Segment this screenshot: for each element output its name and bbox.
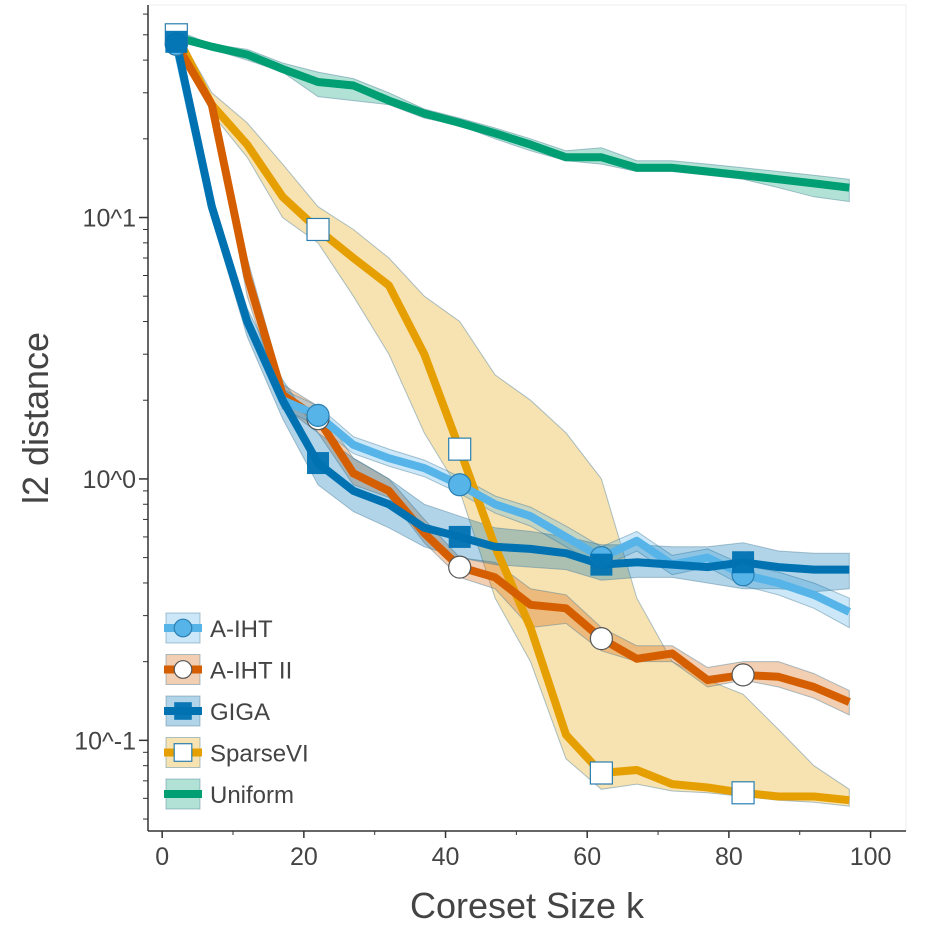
x-tick-label-100: 100 — [850, 843, 892, 871]
x-tick-label-60: 60 — [573, 843, 601, 871]
line-uniform — [175, 33, 850, 192]
series-markers — [164, 23, 755, 805]
legend-marker-a-iht — [173, 618, 193, 638]
marker-a-iht-42 — [448, 473, 472, 497]
x-tick-label-40: 40 — [432, 843, 460, 871]
legend-label-uniform: Uniform — [210, 782, 294, 809]
legend-label-a-iht-ii: A-IHT II — [210, 658, 292, 685]
band-sparsevi — [175, 28, 850, 807]
marker-a-iht-ii-42 — [448, 555, 472, 579]
marker-giga-2 — [165, 30, 188, 53]
legend-label-sparsevi: SparseVI — [210, 741, 309, 768]
x-ticks: 0 20 40 60 80 100 — [155, 831, 891, 871]
legend-marker-a-iht-ii — [173, 660, 193, 679]
legend-label-a-iht: A-IHT — [210, 616, 273, 643]
x-tick-label-20: 20 — [290, 843, 318, 871]
marker-giga-22 — [307, 452, 330, 475]
marker-a-iht-ii-62 — [589, 627, 613, 651]
legend-label-giga: GIGA — [210, 699, 270, 726]
y-tick-label-2: 10^1 — [83, 205, 136, 233]
marker-giga-62 — [590, 553, 613, 576]
y-axis-title: l2 distance — [15, 332, 56, 504]
axes — [147, 5, 906, 832]
band-uniform — [175, 29, 850, 203]
legend: A-IHT A-IHT II GIGA SparseVI Uniform — [164, 612, 309, 810]
marker-giga-42 — [448, 525, 471, 548]
y-ticks: 10^-1 10^0 10^1 — [74, 13, 148, 820]
marker-a-iht-ii-82 — [731, 663, 755, 687]
legend-marker-sparsevi — [173, 743, 193, 762]
y-tick-label-1: 10^0 — [83, 466, 136, 494]
x-axis-title: Coreset Size k — [410, 885, 645, 926]
marker-sparsevi-62 — [589, 761, 613, 785]
marker-sparsevi-42 — [448, 437, 472, 461]
marker-sparsevi-82 — [731, 781, 755, 805]
marker-giga-82 — [732, 551, 755, 574]
marker-a-iht-22 — [306, 403, 330, 427]
marker-sparsevi-22 — [306, 217, 330, 242]
y-tick-label-0: 10^-1 — [74, 727, 136, 755]
x-tick-label-0: 0 — [155, 843, 169, 871]
x-tick-label-80: 80 — [715, 843, 743, 871]
legend-marker-giga — [174, 702, 192, 720]
